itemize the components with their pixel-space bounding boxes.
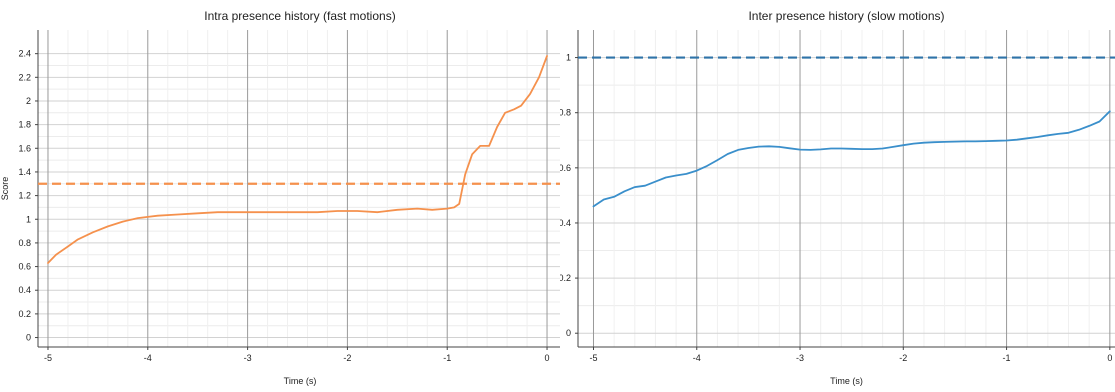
y-tick-label: 0.4 [560, 218, 571, 228]
y-tick: 0.8 [18, 238, 38, 248]
y-tick-label: 0 [566, 328, 571, 338]
y-tick-label: 1 [26, 214, 31, 224]
y-tick-label: 0.6 [18, 262, 31, 272]
y-tick-label: 2.2 [18, 72, 31, 82]
x-tick-label: -2 [899, 353, 907, 363]
x-tick-label: -1 [443, 353, 451, 363]
y-tick-label: 1 [566, 53, 571, 63]
x-tick-label: -5 [44, 353, 52, 363]
x-tick: -5 [44, 347, 52, 363]
y-tick-label: 0.4 [18, 285, 31, 295]
series-line [592, 110, 1111, 208]
inter-presence-chart: Inter presence history (slow motions) 0 0… [560, 0, 1115, 392]
x-tick-label: -3 [796, 353, 804, 363]
y-tick: 0 [566, 328, 578, 338]
y-tick-label: 2 [26, 96, 31, 106]
y-tick-label: 2.4 [18, 49, 31, 59]
y-tick-label: 0.2 [560, 273, 571, 283]
x-tick: -3 [244, 347, 252, 363]
y-tick-label: 0.6 [560, 163, 571, 173]
x-tick-label: -4 [144, 353, 152, 363]
x-tick-label: -1 [1003, 353, 1011, 363]
y-tick: 1.6 [18, 143, 38, 153]
y-tick: 1 [566, 53, 578, 63]
x-tick: -2 [899, 347, 907, 363]
y-tick: 1 [26, 214, 38, 224]
x-tick-label: -5 [589, 353, 597, 363]
y-tick: 0.2 [560, 273, 578, 283]
y-tick: 1.8 [18, 120, 38, 130]
y-tick-label: 1.4 [18, 167, 31, 177]
chart-title: Inter presence history (slow motions) [748, 9, 945, 23]
y-tick: 0 [26, 333, 38, 343]
series-line [47, 55, 548, 264]
x-tick: -4 [144, 347, 152, 363]
y-tick-label: 1.2 [18, 191, 31, 201]
y-tick-label: 1.8 [18, 120, 31, 130]
y-tick-label: 0.8 [18, 238, 31, 248]
intra-presence-plot: 0 0.2 0.4 0.6 0.8 1 1.2 1.4 1.6 1.8 2 2.2 2.4 -5 -4 -3 -… [0, 30, 560, 386]
y-tick: 2 [26, 96, 38, 106]
x-tick-label: 0 [545, 353, 550, 363]
y-tick: 2.4 [18, 49, 38, 59]
x-tick-label: -2 [343, 353, 351, 363]
y-tick-label: 1.6 [18, 143, 31, 153]
x-tick: -1 [1003, 347, 1011, 363]
y-tick: 0.4 [18, 285, 38, 295]
x-tick: -4 [693, 347, 701, 363]
y-tick: 0.6 [18, 262, 38, 272]
y-tick: 0.6 [560, 163, 578, 173]
y-tick-label: 0 [26, 333, 31, 343]
y-tick-label: 0.2 [18, 309, 31, 319]
x-tick-label: 0 [1107, 353, 1112, 363]
x-tick: -3 [796, 347, 804, 363]
chart-title: Intra presence history (fast motions) [204, 9, 396, 23]
x-tick: 0 [545, 347, 550, 363]
y-tick: 1.2 [18, 191, 38, 201]
x-axis-label: Time (s) [284, 376, 317, 386]
x-tick-label: -3 [244, 353, 252, 363]
y-tick: 0.2 [18, 309, 38, 319]
y-axis-label: Score [0, 177, 10, 201]
y-tick: 1.4 [18, 167, 38, 177]
x-tick: -5 [589, 347, 597, 363]
y-tick-label: 0.8 [560, 108, 571, 118]
x-tick: -1 [443, 347, 451, 363]
y-tick: 0.8 [560, 108, 578, 118]
x-tick: 0 [1107, 347, 1112, 363]
y-tick: 2.2 [18, 72, 38, 82]
x-axis-label: Time (s) [830, 376, 863, 386]
x-tick-label: -4 [693, 353, 701, 363]
x-tick: -2 [343, 347, 351, 363]
y-tick: 0.4 [560, 218, 578, 228]
